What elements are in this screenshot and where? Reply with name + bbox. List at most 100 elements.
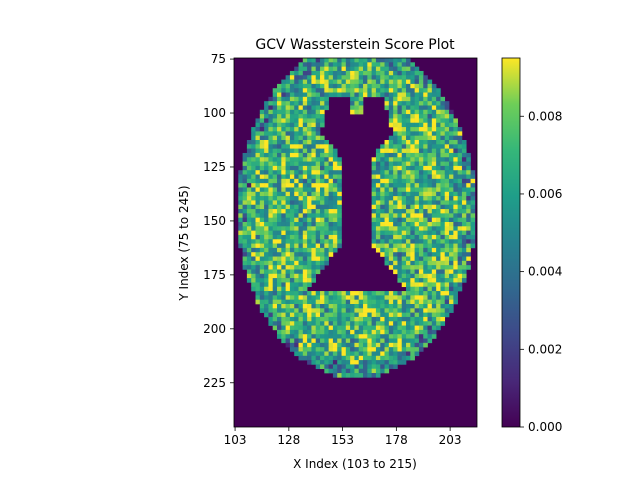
heatmap-cell: [277, 273, 282, 279]
heatmap-cell: [302, 170, 308, 175]
heatmap-cell: [406, 291, 411, 296]
heatmap-cell: [388, 338, 394, 344]
heatmap-cell: [406, 325, 411, 331]
heatmap-cell: [380, 230, 385, 236]
heatmap-cell: [453, 196, 458, 201]
heatmap-cell: [277, 152, 282, 158]
heatmap-cell: [320, 295, 325, 300]
heatmap-cell: [264, 213, 269, 218]
heatmap-cell: [375, 355, 381, 361]
heatmap-cell: [246, 234, 252, 240]
heatmap-cell: [393, 243, 398, 249]
heatmap-cell: [375, 79, 381, 85]
heatmap-cell: [388, 299, 394, 305]
heatmap-cell: [393, 131, 398, 136]
heatmap-cell: [281, 291, 286, 296]
heatmap-cell: [384, 157, 390, 162]
x-tick-label: 128: [277, 433, 300, 447]
heatmap-cell: [311, 200, 317, 206]
heatmap-cell: [363, 304, 368, 309]
heatmap-cell: [358, 321, 364, 326]
heatmap-cell: [375, 234, 381, 240]
heatmap-cell: [414, 70, 420, 76]
heatmap-cell: [444, 256, 450, 262]
heatmap-cell: [315, 109, 321, 115]
heatmap-cell: [375, 364, 381, 370]
heatmap-cell: [457, 282, 463, 288]
heatmap-cell: [311, 222, 317, 227]
heatmap-cell: [255, 165, 261, 171]
heatmap-cell: [345, 368, 351, 374]
heatmap-cell: [268, 230, 274, 236]
heatmap-cell: [461, 157, 467, 162]
heatmap-cell: [367, 368, 372, 374]
heatmap-cell: [363, 334, 368, 339]
heatmap-cell: [384, 256, 390, 262]
heatmap-cell: [418, 308, 424, 313]
heatmap-cell: [401, 204, 407, 210]
heatmap-cell: [406, 62, 411, 67]
heatmap-cell: [397, 66, 403, 72]
heatmap-cell: [436, 273, 441, 279]
heatmap-cell: [332, 312, 338, 318]
heatmap-cell: [289, 304, 295, 309]
heatmap-cell: [307, 217, 312, 223]
heatmap-cell: [461, 209, 467, 214]
heatmap-cell: [380, 183, 385, 188]
heatmap-cell: [259, 213, 265, 218]
heatmap-cell: [406, 209, 411, 214]
heatmap-cell: [246, 196, 252, 201]
heatmap-cell: [341, 75, 347, 80]
heatmap-cell: [350, 351, 355, 357]
heatmap-cell: [414, 222, 420, 227]
heatmap-cell: [453, 148, 458, 154]
heatmap-cell: [315, 234, 321, 240]
heatmap-cell: [324, 291, 329, 296]
heatmap-cell: [436, 152, 441, 158]
heatmap-cell: [285, 299, 291, 305]
heatmap-cell: [251, 161, 256, 167]
heatmap-cell: [328, 174, 334, 180]
heatmap-cell: [294, 187, 299, 193]
heatmap-cell: [337, 196, 342, 201]
heatmap-cell: [324, 316, 329, 322]
heatmap-cell: [423, 92, 428, 98]
heatmap-cell: [371, 239, 377, 244]
heatmap-cell: [246, 273, 252, 279]
heatmap-cell: [242, 256, 248, 262]
heatmap-cell: [285, 342, 291, 348]
heatmap-cell: [307, 140, 312, 145]
heatmap-cell: [242, 157, 248, 162]
heatmap-cell: [328, 161, 334, 167]
heatmap-cell: [337, 355, 342, 361]
heatmap-cell: [388, 295, 394, 300]
heatmap-cell: [238, 196, 243, 201]
heatmap-cell: [363, 291, 368, 296]
heatmap-cell: [410, 118, 415, 124]
heatmap-cell: [431, 114, 437, 119]
heatmap-cell: [285, 321, 291, 326]
heatmap-cell: [423, 83, 428, 89]
heatmap-cell: [246, 165, 252, 171]
heatmap-cell: [427, 165, 433, 171]
heatmap-cell: [431, 273, 437, 279]
heatmap-cell: [393, 122, 398, 128]
heatmap-cell: [388, 304, 394, 309]
heatmap-cell: [259, 148, 265, 154]
heatmap-cell: [294, 144, 299, 149]
heatmap-cell: [380, 170, 385, 175]
heatmap-cell: [281, 88, 286, 93]
heatmap-cell: [427, 88, 433, 93]
heatmap-cell: [444, 234, 450, 240]
heatmap-cell: [388, 161, 394, 167]
heatmap-cell: [345, 88, 351, 93]
heatmap-cell: [251, 174, 256, 180]
heatmap-cell: [453, 152, 458, 158]
heatmap-cell: [264, 286, 269, 292]
heatmap-cell: [397, 316, 403, 322]
heatmap-cell: [311, 256, 317, 262]
heatmap-cell: [281, 282, 286, 288]
heatmap-cell: [363, 316, 368, 322]
heatmap-cell: [289, 165, 295, 171]
heatmap-cell: [315, 157, 321, 162]
